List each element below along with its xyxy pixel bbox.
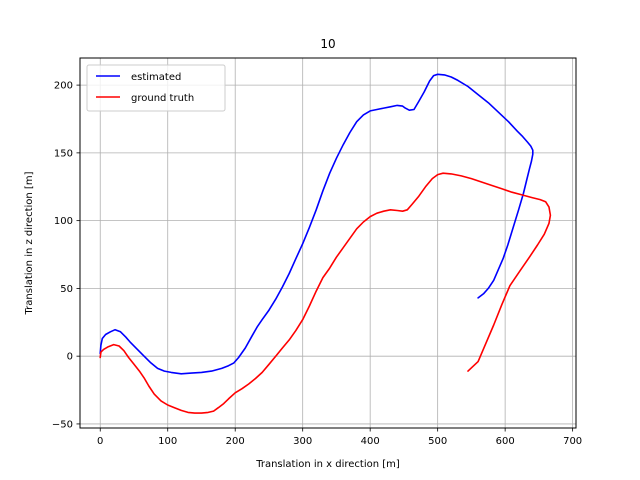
y-axis-label: Translation in z direction [m] bbox=[24, 171, 35, 315]
y-tick-label: 0 bbox=[67, 352, 73, 363]
x-tick-label: 100 bbox=[158, 436, 177, 447]
y-tick-label: 150 bbox=[54, 148, 73, 159]
series-line-ground-truth bbox=[99, 172, 552, 414]
legend-label-estimated: estimated bbox=[131, 72, 181, 83]
x-tick-label: 0 bbox=[97, 436, 103, 447]
legend-label-ground-truth: ground truth bbox=[131, 93, 194, 104]
x-tick-label: 700 bbox=[563, 436, 582, 447]
x-tick-label: 400 bbox=[361, 436, 380, 447]
x-tick-label: 200 bbox=[226, 436, 245, 447]
x-tick-label: 600 bbox=[496, 436, 515, 447]
plot-frame bbox=[79, 57, 577, 429]
y-tick-label: 100 bbox=[54, 216, 73, 227]
series-line-estimated bbox=[99, 73, 534, 375]
chart-title: 10 bbox=[320, 37, 335, 51]
legend: estimated ground truth bbox=[86, 64, 226, 112]
x-tick-label: 500 bbox=[428, 436, 447, 447]
x-axis-label: Translation in x direction [m] bbox=[255, 459, 400, 470]
series-layer bbox=[99, 73, 552, 414]
y-tick-label: 50 bbox=[60, 284, 73, 295]
x-tick-label: 300 bbox=[293, 436, 312, 447]
legend-box bbox=[86, 64, 226, 112]
grid-lines bbox=[80, 58, 576, 428]
y-tick-label: −50 bbox=[52, 419, 73, 430]
tick-layer: 0 100 200 300 400 500 600 700 −50 0 50 100 150 200 bbox=[52, 81, 582, 447]
y-tick-label: 200 bbox=[54, 81, 73, 92]
